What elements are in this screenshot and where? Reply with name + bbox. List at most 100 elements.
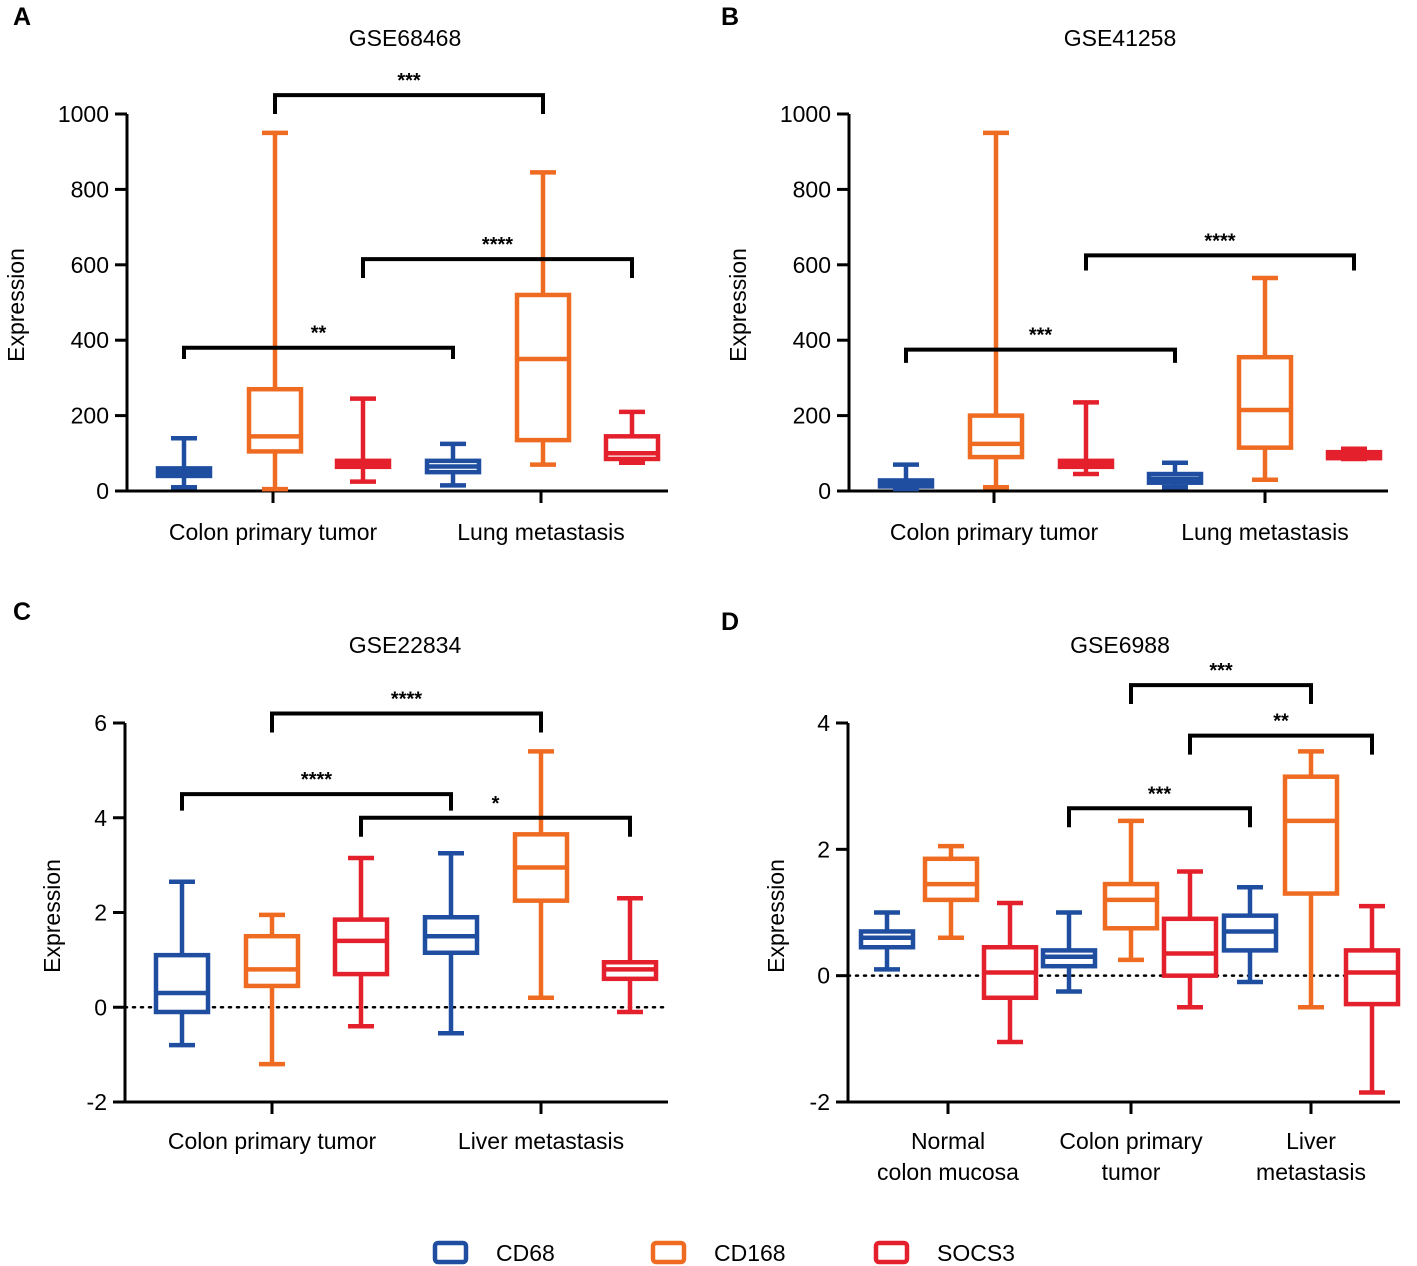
x-group-label-line: Lung metastasis [1181,519,1348,545]
y-tick-label: 2 [817,836,830,862]
y-tick-label: 800 [793,176,831,202]
y-tick-label: -2 [87,1089,107,1115]
legend-label: CD68 [496,1240,555,1266]
box-cd68 [155,435,213,490]
significance-bracket: **** [1084,230,1356,271]
panel-b: B GSE41258 Expression 0 200 400 600 800 1000 Colo… [721,3,1388,545]
y-tick-label: 600 [71,252,109,278]
bracket-line [1084,253,1356,271]
significance-label: *** [1148,783,1172,805]
y-axis-label: Expression [725,248,751,362]
significance-bracket: *** [904,325,1177,363]
significance-label: ** [311,323,327,345]
significance-label: ** [1273,711,1289,733]
box-socs3 [1161,869,1219,1010]
significance-label: **** [1204,230,1235,252]
box-socs3 [1343,903,1401,1095]
x-group-label: Colon primary tumor [890,519,1099,545]
x-group-label: Colon primary tumor [168,1128,377,1154]
chart-title: GSE41258 [1064,25,1177,51]
x-group-label-line: tumor [1102,1159,1161,1185]
y-axis-label: Expression [3,248,29,362]
bracket-line [904,347,1177,363]
box-iqr [243,933,301,989]
bracket-line [180,792,453,811]
y-axis-label: Expression [39,859,65,973]
box-cd168 [243,912,301,1067]
y-tick-label: 0 [96,478,109,504]
y-tick-label: 0 [817,963,830,989]
significance-label: *** [397,70,421,92]
box-cd68 [1040,910,1098,994]
box-iqr [1236,354,1294,450]
y-tick-label: 4 [817,710,830,736]
box-cd168 [967,130,1025,490]
chart-title: GSE6988 [1070,632,1170,658]
legend-label: SOCS3 [937,1240,1015,1266]
box-cd168 [1236,275,1294,482]
x-group-label: Normal colon mucosa [877,1128,1019,1185]
y-tick-label: 400 [793,327,831,353]
box-socs3 [332,855,390,1029]
y-tick-label: 800 [71,176,109,202]
bracket-line [361,257,634,278]
significance-bracket: *** [1129,660,1313,705]
y-axis-label: Expression [763,859,789,973]
box-cd68 [424,441,482,488]
bracket-line [273,93,545,114]
significance-bracket: **** [180,769,453,811]
box-socs3 [981,900,1039,1045]
x-group-label-line: Liver metastasis [458,1128,624,1154]
chart-title: GSE22834 [349,632,462,658]
box-socs3 [603,409,661,465]
chart-title: GSE68468 [349,25,462,51]
box-iqr [332,917,390,977]
x-group-label-line: Colon primary tumor [168,1128,377,1154]
x-group-label: Colon primary tumor [169,519,378,545]
significance-label: **** [482,234,513,256]
significance-bracket: **** [361,234,634,278]
significance-bracket: *** [1067,783,1252,828]
box-cd168 [922,843,980,941]
y-tick-label: 1000 [780,101,831,127]
significance-bracket: *** [273,70,545,114]
box-cd68 [1221,884,1279,985]
legend: CD68 CD168 SOCS3 [432,1240,1015,1266]
x-group-label: Lung metastasis [457,519,624,545]
significance-bracket: ** [1188,711,1374,755]
box-cd68 [153,879,211,1048]
box-iqr [246,386,304,454]
y-tick-label: 2 [94,900,107,926]
bracket-line [270,711,543,733]
panel-letter: C [13,598,31,626]
y-tick-label: 0 [94,994,107,1020]
x-group-label-line: Normal [911,1128,985,1154]
bracket-line [1067,806,1252,828]
panel-c: C GSE22834 Expression -2 0 2 4 6 Colon primary t… [13,598,670,1154]
y-tick-label: 6 [94,710,107,736]
box-iqr [922,856,980,903]
bracket-line [1188,733,1374,755]
box-iqr [153,952,211,1015]
x-group-label-line: Liver [1286,1128,1336,1154]
box-socs3 [1325,446,1383,462]
y-tick-label: 0 [818,478,831,504]
significance-label: **** [301,769,332,791]
box-cd168 [1102,818,1160,963]
panel-letter: D [721,608,739,636]
y-tick-label: -2 [810,1089,830,1115]
box-cd168 [512,749,570,1001]
x-group-label: Lung metastasis [1181,519,1348,545]
significance-label: *** [1209,660,1233,682]
box-cd168 [1282,749,1340,1010]
box-iqr [967,413,1025,460]
x-group-label-line: Colon primary tumor [890,519,1099,545]
box-cd168 [246,130,304,492]
bracket-line [359,815,632,837]
significance-label: *** [1029,325,1053,347]
panel-d: D GSE6988 Expression -2 0 2 4 Normal colon mucos… [721,608,1402,1185]
box-iqr [1343,948,1401,1007]
legend-swatch [432,1240,469,1265]
box-iqr [603,434,661,462]
x-group-label: Colon primary tumor [1059,1128,1203,1185]
